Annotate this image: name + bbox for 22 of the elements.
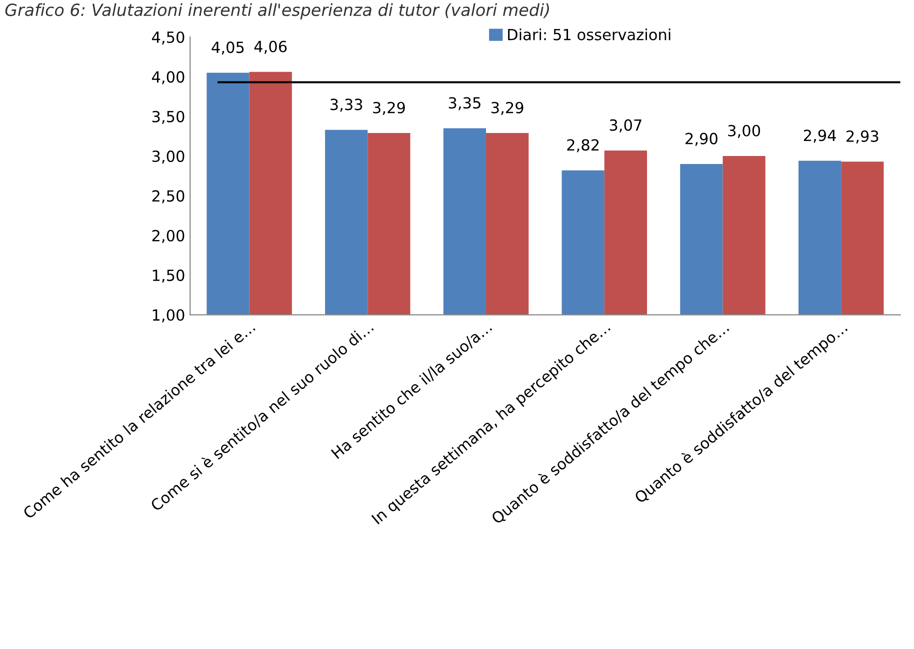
y-tick-label: 3,00	[152, 150, 184, 164]
data-label: 3,29	[373, 102, 405, 115]
data-label: 3,33	[330, 98, 362, 112]
data-label: 2,82	[567, 139, 599, 152]
data-label: 2,93	[846, 130, 878, 144]
y-tick-label: 1,00	[152, 309, 184, 322]
y-tick-label: 1,50	[152, 270, 184, 283]
y-tick-label: 4,00	[152, 71, 184, 84]
y-tick-label: 2,50	[152, 190, 184, 204]
data-label: 4,05	[212, 42, 244, 55]
data-label: 2,90	[686, 132, 718, 146]
chart-title: Grafico 6: Valutazioni inerenti all'esperienza di tutor (valori medi)	[5, 3, 549, 20]
data-label: 3,29	[491, 102, 524, 115]
data-label: 2,94	[804, 130, 836, 143]
y-tick-label: 3,50	[152, 110, 184, 124]
data-label: 3,35	[448, 97, 480, 110]
data-label: 3,00	[728, 124, 760, 138]
data-label: 4,06	[254, 40, 287, 54]
y-tick-label: 2,00	[152, 230, 184, 243]
y-tick-label: 4,50	[152, 31, 184, 45]
legend-label: Diari: 51 osservazioni	[508, 28, 670, 40]
data-label: 3,07	[610, 119, 642, 132]
